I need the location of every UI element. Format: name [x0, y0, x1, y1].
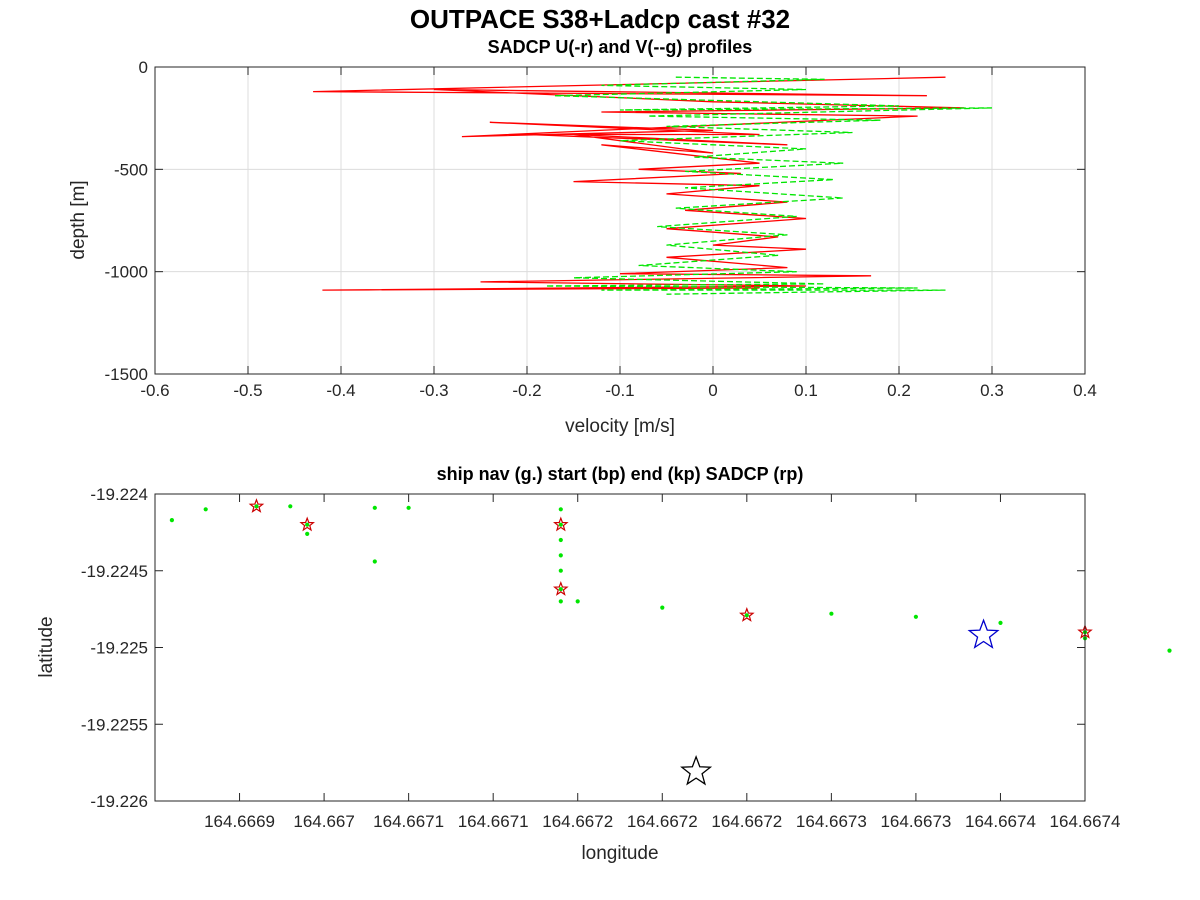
latitude-tick-label: -19.224 [90, 485, 148, 504]
velocity-tick-label: 0.1 [794, 381, 818, 400]
velocity-profile-ticks: -0.6 -0.5 -0.4 -0.3 -0.2 -0.1 0 0.1 0.2 0.3 0.4 0 -5… [105, 58, 1097, 400]
depth-tick-label: -1500 [105, 365, 148, 384]
ship-nav-point [288, 504, 293, 509]
latitude-tick-label: -19.2255 [81, 715, 148, 734]
sadcp-point [553, 580, 569, 596]
velocity-axis-label: velocity [m/s] [565, 416, 675, 437]
ship-nav-point [558, 522, 563, 527]
velocity-profile-series [313, 76, 993, 295]
longitude-tick-label: 164.6672 [711, 812, 782, 831]
sadcp-point [739, 607, 755, 622]
ship-nav-panel: ship nav (g.) start (bp) end (kp) SADCP … [36, 464, 1172, 864]
depth-axis-label: depth [m] [68, 180, 89, 259]
ship-nav-frame [154, 493, 1086, 802]
velocity-tick-label: -0.2 [512, 381, 541, 400]
latitude-tick-label: -19.226 [90, 792, 148, 811]
velocity-tick-label: -0.5 [233, 381, 262, 400]
u-velocity-line [313, 76, 965, 291]
velocity-tick-label: 0.4 [1073, 381, 1097, 400]
longitude-tick-label: 164.6669 [204, 812, 275, 831]
ship-nav-point [660, 605, 665, 610]
ship-nav-point [1167, 648, 1172, 653]
velocity-tick-label: -0.3 [419, 381, 448, 400]
longitude-tick-label: 164.6672 [627, 812, 698, 831]
sadcp-point [248, 498, 265, 513]
velocity-profile-title: SADCP U(-r) and V(--g) profiles [488, 37, 753, 57]
longitude-tick-label: 164.6674 [1050, 812, 1121, 831]
ship-nav-title: ship nav (g.) start (bp) end (kp) SADCP … [437, 464, 804, 484]
longitude-axis-label: longitude [581, 843, 658, 864]
velocity-tick-label: 0.2 [887, 381, 911, 400]
ship-nav-point [913, 614, 919, 619]
ship-nav-point [406, 505, 411, 510]
ship-nav-point [558, 537, 563, 543]
start-marker [967, 618, 1000, 649]
latitude-axis-label: latitude [36, 616, 57, 677]
velocity-profile-panel: SADCP U(-r) and V(--g) profiles -0.6 -0.5… [68, 37, 1097, 437]
longitude-tick-label: 164.6673 [796, 812, 867, 831]
ship-nav-point [254, 504, 259, 509]
sadcp-point [299, 516, 315, 532]
ship-nav-point [744, 613, 749, 618]
velocity-tick-label: 0.3 [980, 381, 1004, 400]
depth-tick-label: -500 [114, 160, 148, 179]
ship-nav-point [203, 507, 208, 512]
velocity-tick-label: -0.4 [326, 381, 355, 400]
ship-nav-series [169, 498, 1172, 786]
ship-nav-point [558, 568, 563, 573]
ship-nav-point [558, 599, 563, 604]
latitude-tick-label: -19.2245 [81, 562, 148, 581]
ship-nav-point [998, 620, 1003, 626]
velocity-tick-label: -0.6 [140, 381, 169, 400]
longitude-tick-label: 164.6671 [458, 812, 529, 831]
v-velocity-line [545, 76, 993, 295]
sadcp-point [553, 516, 569, 532]
velocity-tick-label: -0.1 [605, 381, 634, 400]
ship-nav-point [305, 531, 310, 537]
longitude-tick-label: 164.667 [293, 812, 354, 831]
velocity-tick-label: 0 [708, 381, 717, 400]
depth-tick-label: -1000 [105, 263, 148, 282]
longitude-tick-label: 164.6671 [373, 812, 444, 831]
ship-nav-point [829, 611, 834, 616]
end-marker [680, 754, 713, 786]
ship-nav-point [169, 518, 174, 523]
ship-nav-point [558, 587, 563, 592]
ship-nav-ticks: 164.6669 164.667 164.6671 164.6671 164.6672 1… [81, 485, 1121, 831]
figure-title: OUTPACE S38+Ladcp cast #32 [410, 4, 790, 34]
ship-nav-point [558, 507, 563, 512]
ship-nav-point [305, 522, 310, 527]
ship-nav-point [372, 505, 377, 510]
latitude-tick-label: -19.225 [90, 639, 148, 658]
ship-nav-point [558, 553, 563, 558]
longitude-tick-label: 164.6674 [965, 812, 1036, 831]
longitude-tick-label: 164.6673 [880, 812, 951, 831]
velocity-profile-grid [154, 66, 1086, 375]
depth-tick-label: 0 [139, 58, 148, 77]
ship-nav-point [575, 599, 580, 604]
ship-nav-point [372, 559, 377, 564]
velocity-profile-frame [154, 66, 1086, 375]
longitude-tick-label: 164.6672 [542, 812, 613, 831]
